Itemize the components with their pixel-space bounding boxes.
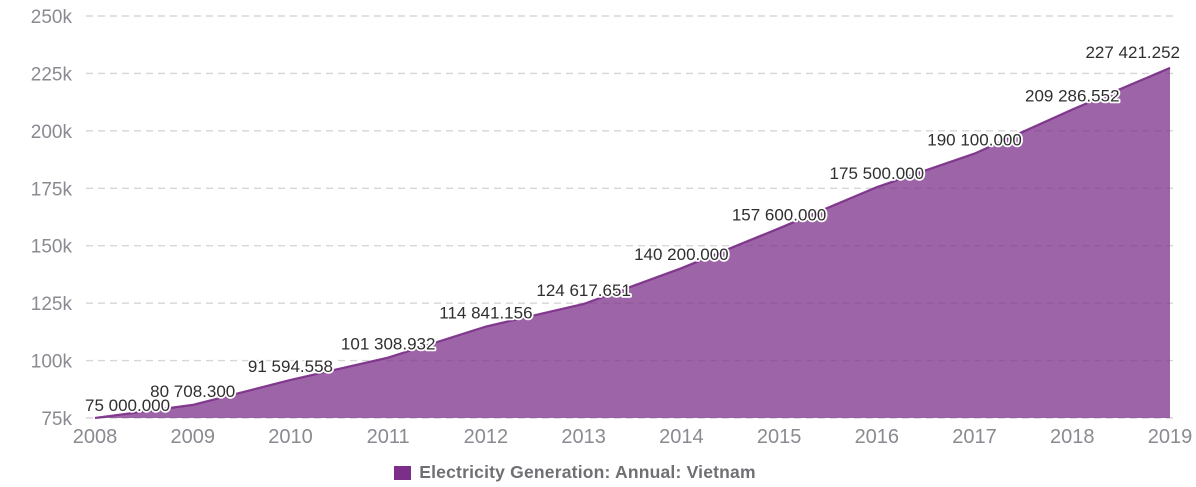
area-series-line bbox=[94, 66, 1171, 420]
x-axis-tick-label: 2014 bbox=[659, 426, 704, 448]
legend-label: Electricity Generation: Annual: Vietnam bbox=[419, 462, 756, 482]
data-point-label: 227 421.252 bbox=[1085, 43, 1180, 62]
y-axis-tick-label: 175k bbox=[31, 179, 73, 200]
legend-item[interactable]: Electricity Generation: Annual: Vietnam bbox=[394, 462, 756, 483]
x-axis-tick-label: 2009 bbox=[170, 426, 215, 448]
data-point-label: 75 000.000 bbox=[85, 396, 170, 415]
y-axis-tick-label: 150k bbox=[31, 237, 73, 258]
x-axis-tick-label: 2015 bbox=[757, 426, 802, 448]
y-axis-tick-label: 125k bbox=[31, 294, 73, 315]
area-series-fill bbox=[95, 67, 1170, 419]
data-point-label: 124 617.651 bbox=[536, 281, 631, 300]
data-point-label: 101 308.932 bbox=[341, 335, 436, 354]
y-axis-tick-label: 100k bbox=[31, 352, 73, 373]
y-axis-tick-label: 250k bbox=[31, 7, 73, 28]
legend: Electricity Generation: Annual: Vietnam bbox=[0, 462, 1196, 483]
x-axis-tick-label: 2011 bbox=[367, 426, 410, 448]
data-point-label: 175 500.000 bbox=[830, 164, 925, 183]
area-chart-svg: 75k 100k 125k 150k 175k 200k 225k 250k 2008 2009 2… bbox=[31, 7, 1193, 448]
y-axis-tick-label: 225k bbox=[31, 64, 73, 85]
x-axis-tick-label: 2012 bbox=[464, 426, 509, 448]
data-point-label: 140 200.000 bbox=[634, 245, 729, 264]
data-point-label: 114 841.156 bbox=[439, 303, 532, 322]
data-point-label: 157 600.000 bbox=[732, 205, 827, 224]
legend-swatch-icon bbox=[394, 465, 412, 480]
x-axis-tick-label: 2008 bbox=[73, 426, 118, 448]
y-axis-tick-label: 200k bbox=[31, 122, 73, 143]
x-axis-tick-label: 2016 bbox=[855, 426, 900, 448]
data-point-label: 190 100.000 bbox=[927, 131, 1022, 150]
data-point-label: 209 286.552 bbox=[1025, 87, 1120, 106]
x-axis-tick-label: 2018 bbox=[1050, 426, 1095, 448]
data-point-label: 91 594.558 bbox=[248, 357, 333, 376]
data-point-label: 80 708.300 bbox=[150, 382, 235, 401]
x-axis-tick-label: 2010 bbox=[268, 426, 313, 448]
y-axis-tick-label: 75k bbox=[41, 409, 72, 430]
x-axis-tick-label: 2013 bbox=[561, 426, 606, 448]
x-axis-tick-label: 2017 bbox=[952, 426, 997, 448]
x-axis-tick-label: 2019 bbox=[1148, 426, 1193, 448]
